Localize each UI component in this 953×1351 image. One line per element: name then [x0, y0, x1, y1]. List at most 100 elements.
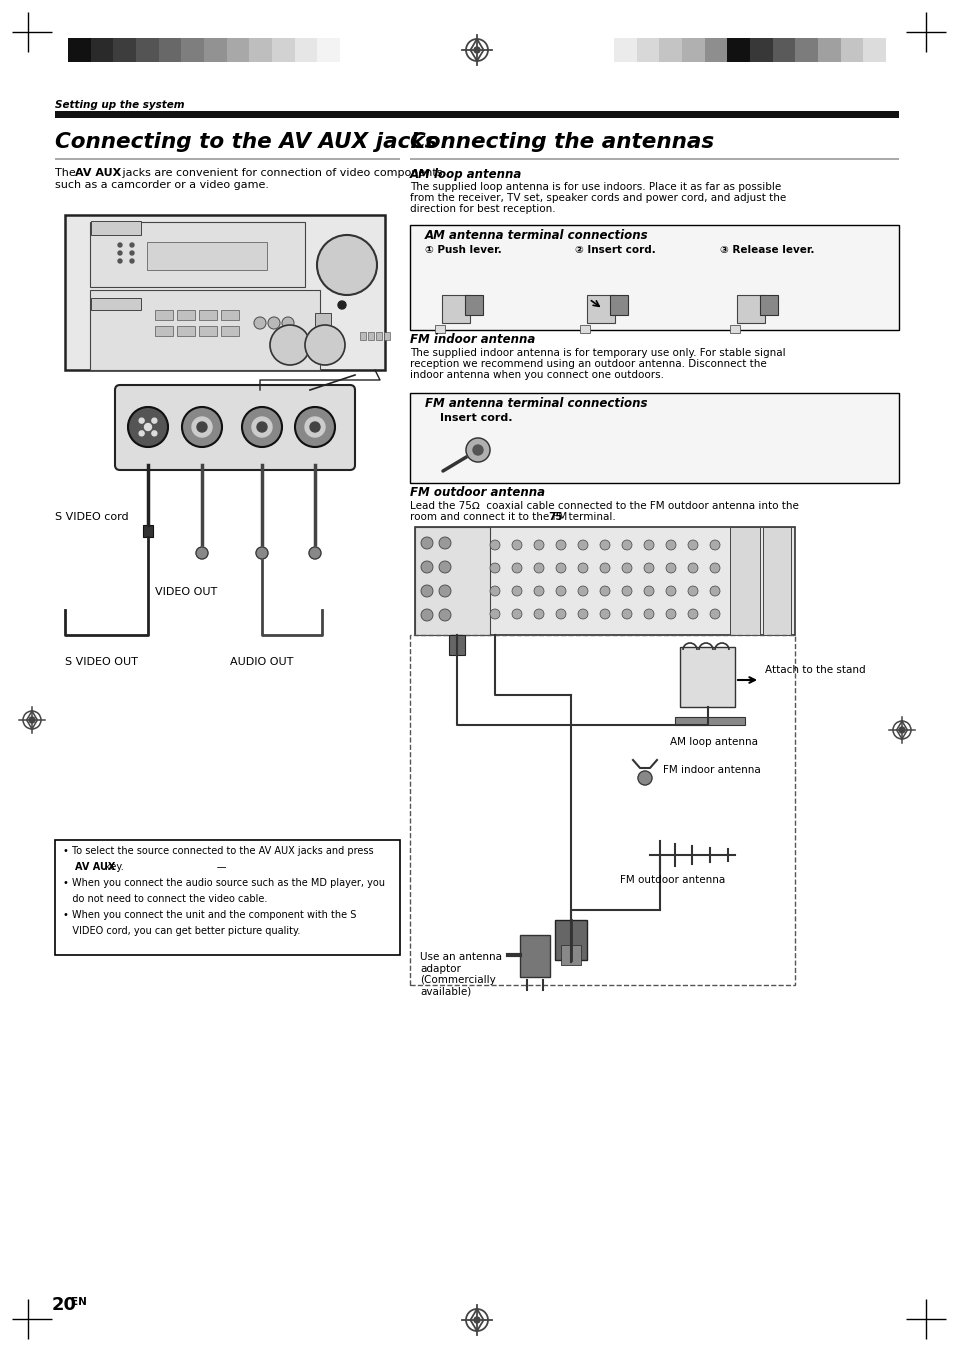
Bar — [221, 326, 239, 336]
Circle shape — [731, 609, 741, 619]
Circle shape — [638, 771, 651, 785]
Circle shape — [465, 438, 490, 462]
Text: • To select the source connected to the AV AUX jacks and press: • To select the source connected to the … — [63, 846, 374, 857]
Circle shape — [556, 563, 565, 573]
Circle shape — [534, 563, 543, 573]
Circle shape — [621, 563, 631, 573]
Circle shape — [316, 235, 376, 295]
Bar — [579, 326, 589, 332]
Circle shape — [512, 563, 521, 573]
Bar — [415, 527, 490, 635]
Bar — [199, 326, 216, 336]
Bar — [314, 313, 331, 335]
Bar — [154, 309, 172, 320]
Circle shape — [490, 586, 499, 596]
Bar — [359, 332, 366, 340]
Circle shape — [438, 536, 451, 549]
Circle shape — [731, 540, 741, 550]
Circle shape — [556, 586, 565, 596]
FancyBboxPatch shape — [115, 385, 355, 470]
Circle shape — [490, 540, 499, 550]
Circle shape — [665, 586, 676, 596]
Circle shape — [578, 586, 587, 596]
Text: S VIDEO cord: S VIDEO cord — [55, 512, 129, 521]
Circle shape — [578, 540, 587, 550]
Circle shape — [534, 586, 543, 596]
Bar — [410, 226, 898, 330]
Bar — [384, 332, 390, 340]
Text: FM indoor antenna: FM indoor antenna — [662, 765, 760, 775]
Circle shape — [195, 547, 208, 559]
Bar — [415, 527, 794, 635]
Circle shape — [512, 586, 521, 596]
Bar — [375, 332, 381, 340]
Text: key.: key. — [102, 862, 124, 871]
Circle shape — [709, 563, 720, 573]
Circle shape — [130, 243, 133, 247]
Circle shape — [731, 586, 741, 596]
Circle shape — [709, 540, 720, 550]
Bar — [68, 38, 91, 62]
Circle shape — [534, 540, 543, 550]
Text: 75: 75 — [547, 512, 562, 521]
Circle shape — [599, 586, 609, 596]
Bar — [681, 38, 704, 62]
Bar — [679, 647, 734, 707]
Text: • When you connect the audio source such as the MD player, you: • When you connect the audio source such… — [63, 878, 385, 888]
Bar — [449, 635, 464, 655]
Circle shape — [144, 423, 152, 431]
Text: AM loop antenna: AM loop antenna — [669, 738, 758, 747]
Text: indoor antenna when you connect one outdoors.: indoor antenna when you connect one outd… — [410, 370, 663, 380]
Bar — [726, 38, 749, 62]
Text: S VIDEO OUT: S VIDEO OUT — [65, 657, 138, 667]
Bar — [177, 309, 194, 320]
Circle shape — [152, 419, 156, 423]
Bar — [154, 326, 172, 336]
Circle shape — [242, 407, 282, 447]
Bar — [90, 290, 319, 370]
Bar — [368, 332, 374, 340]
Bar — [817, 38, 840, 62]
Circle shape — [309, 547, 320, 559]
Text: 20: 20 — [52, 1296, 77, 1315]
Circle shape — [898, 727, 904, 734]
Text: Connecting to the AV AUX jacks: Connecting to the AV AUX jacks — [55, 132, 436, 153]
Text: VIDEO OUT: VIDEO OUT — [154, 586, 217, 597]
Circle shape — [196, 422, 207, 432]
Circle shape — [182, 407, 222, 447]
Bar — [158, 38, 181, 62]
Circle shape — [687, 563, 698, 573]
Circle shape — [282, 317, 294, 330]
Bar — [441, 295, 470, 323]
Circle shape — [305, 417, 325, 436]
Text: FM outdoor antenna: FM outdoor antenna — [619, 875, 724, 885]
Circle shape — [192, 417, 212, 436]
Text: Setting up the system: Setting up the system — [55, 100, 184, 109]
Circle shape — [118, 259, 122, 263]
Circle shape — [118, 243, 122, 247]
Bar — [555, 920, 586, 961]
Text: Insert cord.: Insert cord. — [439, 413, 512, 423]
Text: room and connect it to the FM: room and connect it to the FM — [410, 512, 570, 521]
Bar — [675, 717, 744, 725]
Text: AM loop antenna: AM loop antenna — [410, 168, 521, 181]
Circle shape — [268, 317, 280, 330]
Circle shape — [130, 251, 133, 255]
Text: VIDEO cord, you can get better picture quality.: VIDEO cord, you can get better picture q… — [63, 925, 300, 936]
Bar — [55, 111, 898, 118]
Circle shape — [621, 586, 631, 596]
Circle shape — [29, 717, 35, 723]
Bar — [609, 295, 627, 315]
Text: AM antenna terminal connections: AM antenna terminal connections — [424, 230, 648, 242]
Circle shape — [512, 609, 521, 619]
Text: EN: EN — [71, 1297, 87, 1306]
Bar — [410, 635, 794, 985]
Bar — [91, 38, 113, 62]
Bar — [772, 38, 795, 62]
Circle shape — [420, 585, 433, 597]
Text: AUDIO OUT: AUDIO OUT — [230, 657, 294, 667]
Text: FM antenna terminal connections: FM antenna terminal connections — [424, 397, 647, 409]
Text: terminal.: terminal. — [561, 512, 615, 521]
Circle shape — [252, 417, 272, 436]
Circle shape — [420, 561, 433, 573]
